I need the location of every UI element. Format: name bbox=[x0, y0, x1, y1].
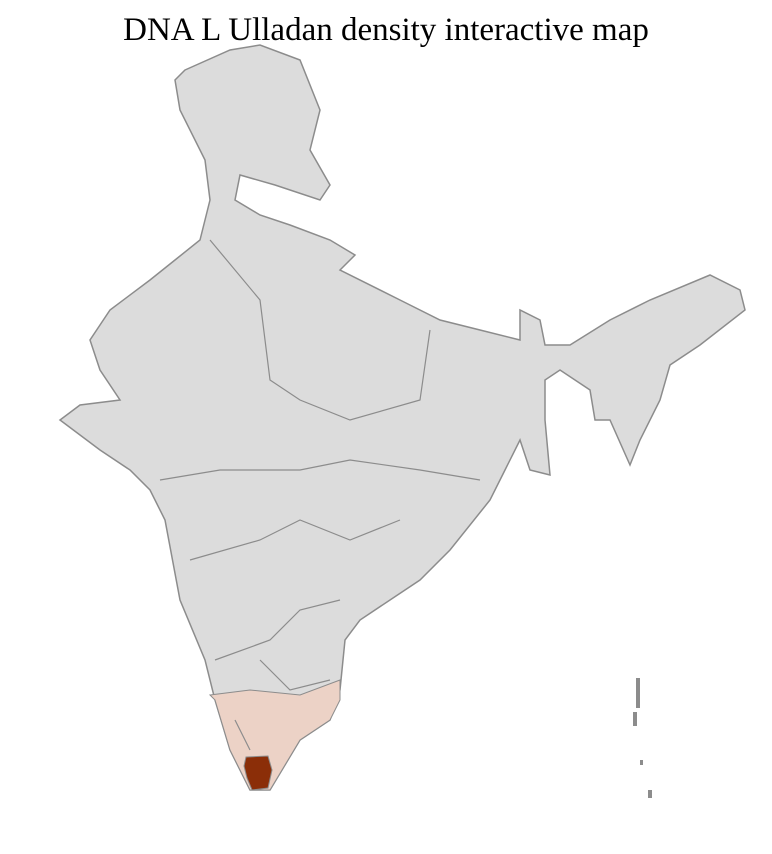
andaman-nicobar-islands bbox=[633, 678, 652, 798]
state-borders bbox=[159, 239, 481, 751]
high-density-region[interactable] bbox=[243, 755, 273, 791]
map-title: DNA L Ulladan density interactive map bbox=[123, 12, 649, 48]
low-density-region[interactable] bbox=[208, 679, 341, 791]
india-outline[interactable] bbox=[58, 44, 746, 791]
